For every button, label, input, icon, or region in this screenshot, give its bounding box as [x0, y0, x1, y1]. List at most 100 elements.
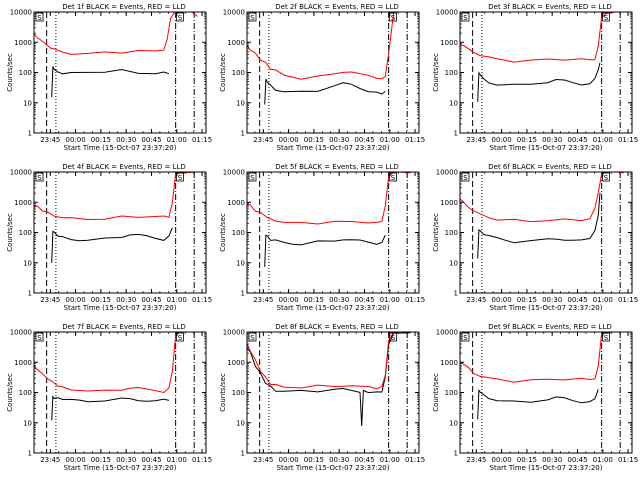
y-tick-label: 1: [241, 130, 245, 138]
annotation-label: S: [178, 334, 183, 342]
y-tick-label: 10: [236, 259, 245, 267]
x-tick-label: 00:00: [66, 456, 86, 464]
annotation-label: S: [463, 14, 468, 22]
annotation-label: S: [37, 174, 42, 182]
x-tick-label: 01:00: [593, 456, 613, 464]
series-line-events: [477, 62, 601, 102]
y-tick-label: 10000: [436, 9, 458, 17]
x-axis-label: Start Time (15-Oct-07 23:37:20): [277, 144, 390, 152]
x-tick-label: 23:45: [40, 136, 60, 144]
y-tick-label: 100: [445, 69, 458, 77]
series-line-lld: [247, 12, 398, 80]
x-axis-label: Start Time (15-Oct-07 23:37:20): [277, 304, 390, 312]
y-tick-label: 1000: [227, 199, 245, 207]
y-tick-label: 10: [23, 99, 32, 107]
annotation-label: S: [178, 14, 183, 22]
plot-frame: [246, 331, 420, 454]
x-axis-label: Start Time (15-Oct-07 23:37:20): [64, 304, 177, 312]
x-tick-label: 00:15: [304, 456, 324, 464]
annotation-box: [602, 332, 610, 342]
annotation-label: S: [604, 14, 609, 22]
x-tick-label: 23:45: [253, 456, 273, 464]
annotation-label: S: [463, 334, 468, 342]
series-line-lld: [460, 172, 624, 223]
y-tick-label: 1000: [14, 199, 32, 207]
y-tick-label: 100: [232, 229, 245, 237]
x-tick-label: 01:00: [167, 136, 187, 144]
x-tick-label: 00:45: [567, 456, 587, 464]
y-tick-label: 1: [28, 130, 32, 138]
x-tick-label: 00:15: [517, 456, 537, 464]
annotation-box: [176, 12, 184, 22]
x-tick-label: 01:00: [380, 456, 400, 464]
chart-panel-det-1f: Det 1f BLACK = Events, RED = LLD S S 1 10 100…: [0, 0, 213, 160]
y-tick-label: 10000: [223, 329, 245, 337]
x-tick-label: 00:00: [279, 136, 299, 144]
y-tick-label: 100: [232, 69, 245, 77]
x-tick-label: 23:45: [40, 456, 60, 464]
x-tick-label: 00:00: [279, 296, 299, 304]
y-tick-label: 1000: [440, 359, 458, 367]
x-tick-label: 23:45: [466, 296, 486, 304]
annotation-label: S: [604, 334, 609, 342]
x-tick-label: 00:30: [329, 136, 349, 144]
x-tick-label: 01:15: [405, 456, 425, 464]
chart-svg: Det 2f BLACK = Events, RED = LLD S S 1 10 100…: [219, 3, 425, 152]
y-tick-label: 10000: [223, 9, 245, 17]
x-tick-label: 00:30: [329, 456, 349, 464]
annotation-label: S: [250, 174, 255, 182]
chart-title: Det 8f BLACK = Events, RED = LLD: [275, 323, 398, 331]
y-tick-label: 100: [19, 69, 32, 77]
x-tick-label: 00:00: [492, 456, 512, 464]
x-tick-label: 00:15: [91, 456, 111, 464]
x-tick-label: 00:45: [567, 136, 587, 144]
annotation-box: [389, 332, 397, 342]
plot-frame: [459, 171, 633, 294]
y-tick-label: 100: [445, 389, 458, 397]
series-line-lld: [34, 172, 198, 221]
x-tick-label: 00:45: [354, 296, 374, 304]
chart-panel-det-9f: Det 9f BLACK = Events, RED = LLD S S 1 10 100…: [426, 320, 639, 480]
y-tick-label: 1: [28, 290, 32, 298]
chart-title: Det 9f BLACK = Events, RED = LLD: [488, 323, 611, 331]
chart-title: Det 1f BLACK = Events, RED = LLD: [62, 3, 185, 11]
x-tick-label: 23:45: [466, 456, 486, 464]
x-tick-label: 00:00: [492, 136, 512, 144]
annotation-label: S: [250, 14, 255, 22]
y-tick-label: 10: [23, 259, 32, 267]
x-tick-label: 23:45: [466, 136, 486, 144]
y-axis-label: Counts/sec: [219, 373, 227, 412]
plot-frame: [33, 171, 207, 294]
x-tick-label: 00:30: [116, 296, 136, 304]
chart-title: Det 5f BLACK = Events, RED = LLD: [275, 163, 398, 171]
series-line-lld: [460, 332, 617, 383]
plot-frame: [33, 331, 207, 454]
x-tick-label: 01:00: [167, 456, 187, 464]
y-tick-label: 10000: [223, 169, 245, 177]
x-tick-label: 01:15: [192, 136, 212, 144]
y-tick-label: 1000: [227, 359, 245, 367]
y-tick-label: 1000: [14, 39, 32, 47]
series-line-events: [51, 395, 170, 421]
annotation-label: S: [604, 174, 609, 182]
x-tick-label: 01:15: [618, 136, 638, 144]
x-axis-label: Start Time (15-Oct-07 23:37:20): [64, 144, 177, 152]
y-tick-label: 10000: [10, 169, 32, 177]
annotation-label: S: [37, 14, 42, 22]
plot-frame: [459, 11, 633, 134]
y-tick-label: 1000: [440, 39, 458, 47]
annotation-box: [602, 12, 610, 22]
y-tick-label: 100: [232, 389, 245, 397]
y-tick-label: 10000: [10, 9, 32, 17]
series-line-events: [264, 234, 386, 267]
series-group: [247, 332, 411, 427]
x-tick-label: 01:00: [593, 136, 613, 144]
x-tick-label: 01:15: [192, 296, 212, 304]
annotation-box: [602, 172, 610, 182]
x-tick-label: 00:00: [66, 136, 86, 144]
series-line-events: [477, 192, 601, 259]
y-tick-label: 10: [23, 419, 32, 427]
chart-title: Det 7f BLACK = Events, RED = LLD: [62, 323, 185, 331]
x-axis-label: Start Time (15-Oct-07 23:37:20): [490, 304, 603, 312]
series-line-events: [51, 227, 173, 263]
